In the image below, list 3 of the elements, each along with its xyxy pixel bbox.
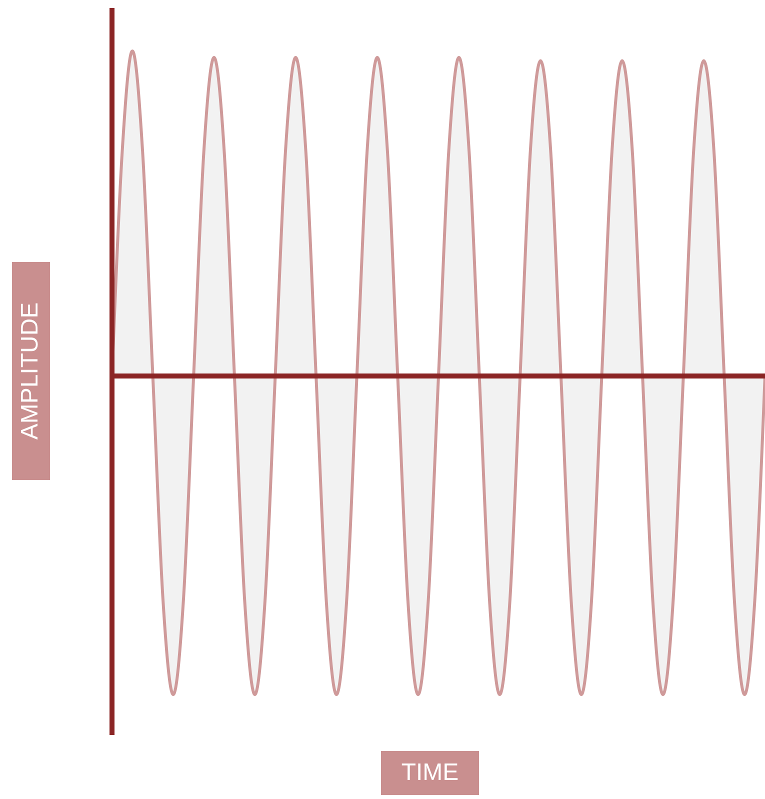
- ylabel-box: AMPLITUDE: [12, 262, 50, 480]
- y-axis-title: AMPLITUDE: [17, 302, 45, 440]
- x-axis-title: TIME: [381, 751, 479, 795]
